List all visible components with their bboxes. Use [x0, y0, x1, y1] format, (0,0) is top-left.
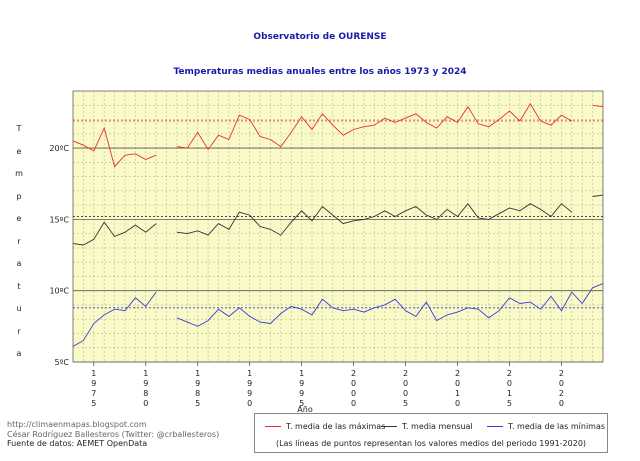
- legend-item-min: T. media de las mínimas: [487, 422, 605, 431]
- legend-label-min: T. media de las mínimas: [508, 422, 606, 431]
- legend-swatch-max: [265, 426, 281, 427]
- credits: http://climaenmapas.blogspot.com César R…: [7, 420, 219, 449]
- series-line: [176, 102, 573, 151]
- y-axis-label-letter: t: [17, 281, 21, 291]
- plot-frame: [72, 90, 604, 363]
- legend-item-max: T. media de las máximas: [265, 422, 385, 431]
- chart-title: Observatorio de OURENSE: [253, 32, 387, 42]
- series-line: [72, 126, 157, 168]
- y-axis-label-letter: r: [17, 236, 21, 246]
- legend: T. media de las máximas T. media mensual…: [254, 413, 608, 453]
- legend-label-max: T. media de las máximas: [286, 422, 386, 431]
- y-axis-label-letter: p: [16, 191, 22, 201]
- y-tick-label: 5ºC: [55, 358, 70, 367]
- legend-note: (Las líneas de puntos representan los va…: [275, 439, 587, 448]
- series-line: [72, 291, 157, 347]
- y-tick-label: 10ºC: [49, 287, 69, 296]
- y-axis-label-letter: u: [16, 304, 22, 313]
- credits-source: Fuente de datos: AEMET OpenData: [7, 439, 148, 448]
- legend-swatch-mean: [381, 426, 397, 427]
- legend-label-mean: T. media mensual: [402, 422, 473, 431]
- series-line: [592, 104, 604, 108]
- y-axis-label-letter: e: [16, 146, 22, 156]
- chart-subtitle: Temperaturas medias anuales entre los añ…: [173, 67, 467, 77]
- y-tick-label: 15ºC: [49, 215, 69, 224]
- credits-url[interactable]: http://climaenmapas.blogspot.com: [7, 420, 147, 429]
- series-line: [592, 194, 604, 197]
- y-axis-label-letter: a: [16, 349, 22, 358]
- series-line: [176, 202, 573, 236]
- y-axis-label-letter: m: [15, 169, 23, 178]
- y-axis-label-letter: r: [17, 326, 21, 336]
- x-axis-label: Año: [297, 405, 313, 414]
- legend-item-mean: T. media mensual: [381, 422, 473, 431]
- series-line: [72, 221, 157, 246]
- y-axis-label-letter: T: [16, 124, 22, 133]
- legend-swatch-min: [487, 426, 503, 427]
- y-axis-label-letter: e: [16, 214, 22, 223]
- y-tick-label: 20ºC: [49, 144, 69, 153]
- y-axis-label-letter: a: [16, 259, 22, 268]
- series-line: [176, 283, 604, 327]
- credits-author: César Rodríguez Ballesteros (Twitter: @c…: [7, 429, 220, 439]
- plot-background: [73, 91, 603, 362]
